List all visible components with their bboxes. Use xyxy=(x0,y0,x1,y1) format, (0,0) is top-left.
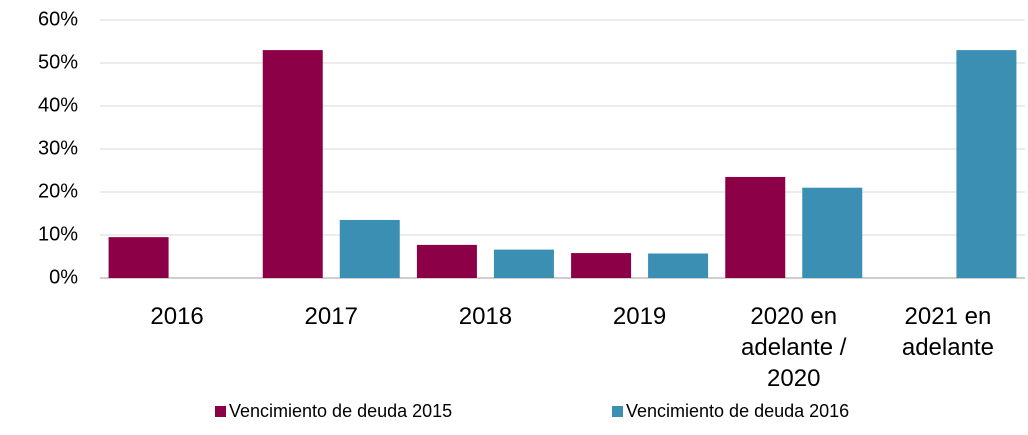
legend-swatch xyxy=(612,406,623,417)
bar xyxy=(262,50,323,278)
bar xyxy=(416,244,477,278)
y-tick-label: 40% xyxy=(38,94,78,116)
x-tick-label: 2019 xyxy=(613,303,666,330)
y-tick-label: 30% xyxy=(38,137,78,159)
y-tick-label: 20% xyxy=(38,180,78,202)
bar xyxy=(956,50,1017,278)
bar xyxy=(725,176,786,278)
x-tick-label: 2021 en adelante xyxy=(902,303,994,361)
bar xyxy=(493,249,554,278)
bar xyxy=(802,187,863,278)
y-tick-label: 0% xyxy=(49,266,78,288)
bar xyxy=(571,253,632,278)
x-tick-label: 2017 xyxy=(305,303,358,330)
x-tick-label: 2018 xyxy=(459,303,512,330)
x-tick-label: 2020 en adelante /2020 xyxy=(741,303,847,392)
bar xyxy=(339,219,400,278)
y-tick-label: 60% xyxy=(38,8,78,30)
legend-label: Vencimiento de deuda 2015 xyxy=(229,401,452,421)
y-tick-label: 10% xyxy=(38,223,78,245)
bar xyxy=(648,253,709,278)
y-tick-label: 50% xyxy=(38,51,78,73)
legend-swatch xyxy=(215,406,226,417)
x-tick-label: 2016 xyxy=(150,303,203,330)
bar xyxy=(108,237,169,278)
legend-label: Vencimiento de deuda 2016 xyxy=(626,401,849,421)
